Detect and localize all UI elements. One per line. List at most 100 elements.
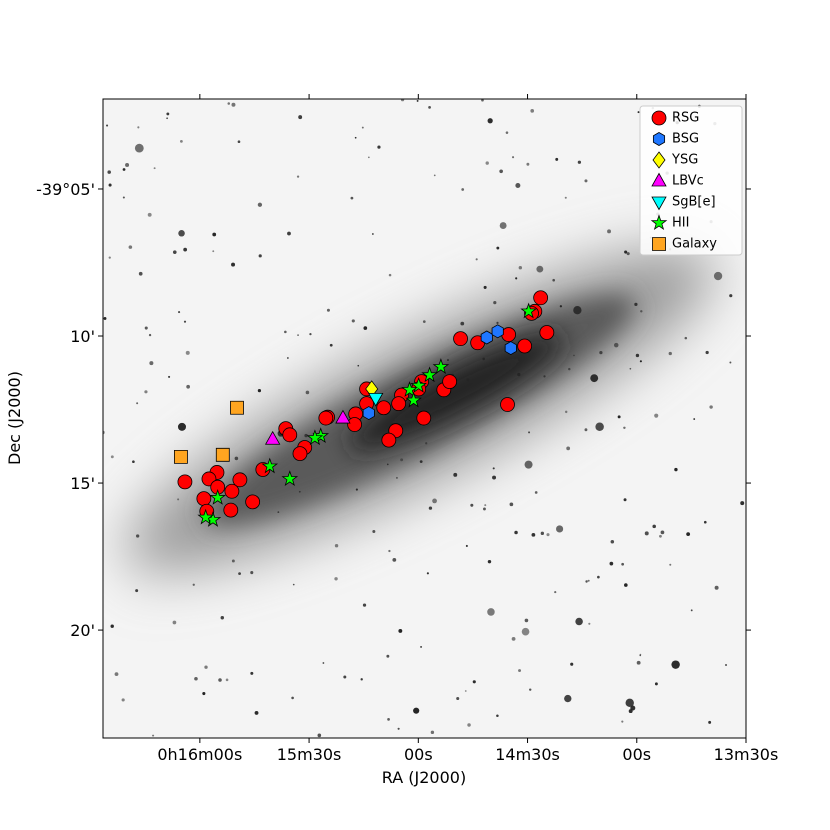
star [515,183,521,189]
point [209,489,226,505]
star [636,660,641,665]
star [505,131,509,134]
star [108,256,111,259]
star [413,707,420,714]
y-tick-label: 10' [70,327,95,346]
star [607,229,611,234]
point [264,430,281,445]
star [590,374,599,383]
point [362,406,375,421]
star [398,629,403,633]
star [428,106,431,109]
star [287,231,291,236]
star [475,258,478,261]
star [460,321,465,326]
star [419,460,423,463]
star [613,342,619,348]
star [296,175,300,178]
star [183,247,188,252]
star [521,627,530,636]
legend-label: Galaxy [672,237,717,252]
star [564,410,568,414]
star [254,710,259,715]
star [543,375,546,378]
star [166,117,169,120]
star [629,367,632,370]
star [304,433,308,438]
star [740,501,745,506]
point [177,474,193,490]
star [297,334,299,337]
star [122,168,126,171]
star [524,618,529,623]
star [577,160,582,164]
point [517,338,533,354]
star [136,534,140,538]
star [487,118,493,124]
star [309,333,312,336]
point [245,494,261,510]
star [659,534,662,538]
star [234,456,239,461]
point [282,427,298,443]
legend-label: BSG [672,132,699,147]
point [306,429,324,446]
legend-marker [651,110,667,126]
star [472,680,476,684]
star [671,660,680,669]
star [357,364,360,367]
star [343,675,347,679]
star [386,654,390,658]
star [135,589,139,593]
star [587,579,590,582]
star [621,720,624,723]
star [559,305,563,308]
star [453,472,458,477]
star [496,714,499,718]
star [639,360,642,363]
star [362,603,367,607]
star [368,156,370,159]
star [152,734,155,737]
star [144,326,148,330]
star [595,422,604,432]
x-tick-label: 15m30s [277,745,342,764]
star [496,321,499,324]
star [388,273,392,277]
star [148,333,152,337]
star [361,126,364,129]
star [693,418,696,420]
legend-marker [651,196,667,211]
star [107,170,111,174]
point [416,410,432,426]
star [713,271,723,281]
star [517,372,521,377]
star [447,359,449,361]
star [354,136,357,139]
star [709,405,713,409]
star [623,498,627,502]
x-axis-label: RA (J2000) [382,768,466,787]
point [232,472,248,488]
star [609,561,614,566]
star [329,343,333,347]
legend-marker [652,151,666,169]
star [220,616,225,620]
y-tick-label: -39°05' [36,180,95,199]
star [433,174,436,177]
star [485,161,489,165]
star [218,678,222,682]
point [347,417,362,432]
star [511,636,516,641]
star [305,390,310,395]
legend-marker [652,132,666,146]
point [391,396,407,412]
star [669,563,672,566]
star [108,183,112,187]
point [421,366,438,383]
point [405,391,422,408]
star [465,544,468,547]
point [261,457,279,474]
star [110,624,114,628]
x-tick-label: 00s [622,745,651,764]
